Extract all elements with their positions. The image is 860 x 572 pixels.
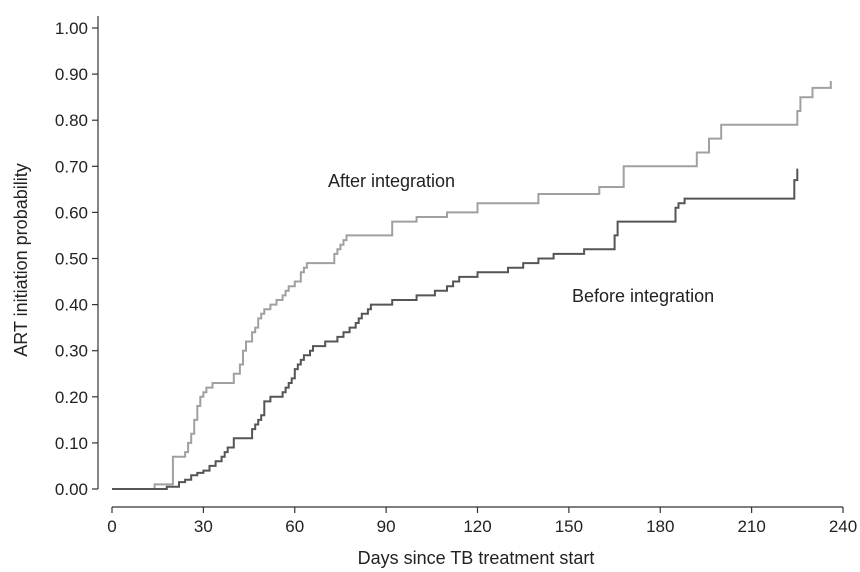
axes: 0.00 0.10 0.20 0.30 0.40 0.50 0.60 0.70 0.80 0.90… bbox=[55, 16, 857, 536]
x-tick-label: 120 bbox=[463, 517, 491, 536]
y-tick-label: 0.40 bbox=[55, 296, 88, 315]
x-tick-label: 30 bbox=[194, 517, 213, 536]
x-tick-label: 60 bbox=[285, 517, 304, 536]
y-tick-label: 0.80 bbox=[55, 111, 88, 130]
series-line-before-integration bbox=[112, 168, 799, 490]
y-tick-label: 0.10 bbox=[55, 434, 88, 453]
y-tick-label: 0.90 bbox=[55, 65, 88, 84]
label-before-integration: Before integration bbox=[572, 286, 714, 306]
y-tick-label: 0.30 bbox=[55, 342, 88, 361]
x-tick-label: 0 bbox=[107, 517, 116, 536]
x-tick-label: 240 bbox=[829, 517, 857, 536]
y-tick-label: 0.50 bbox=[55, 250, 88, 269]
y-tick-label: 0.70 bbox=[55, 157, 88, 176]
y-tick-label: 0.00 bbox=[55, 480, 88, 499]
label-after-integration: After integration bbox=[328, 171, 455, 191]
y-tick-label: 0.60 bbox=[55, 203, 88, 222]
series-layer bbox=[112, 81, 832, 490]
x-tick-label: 150 bbox=[555, 517, 583, 536]
y-tick-label: 0.20 bbox=[55, 388, 88, 407]
x-tick-label: 180 bbox=[646, 517, 674, 536]
x-tick-label: 90 bbox=[377, 517, 396, 536]
series-line-after-integration bbox=[112, 81, 832, 490]
x-axis-title: Days since TB treatment start bbox=[358, 548, 595, 568]
y-tick-label: 1.00 bbox=[55, 19, 88, 38]
x-tick-label: 210 bbox=[737, 517, 765, 536]
y-axis-title: ART initiation probability bbox=[11, 163, 31, 356]
